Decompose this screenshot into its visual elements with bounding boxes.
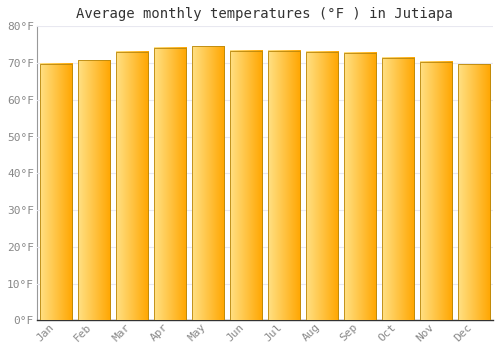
Title: Average monthly temperatures (°F ) in Jutiapa: Average monthly temperatures (°F ) in Ju… bbox=[76, 7, 454, 21]
Bar bbox=[192, 47, 224, 320]
Bar bbox=[458, 64, 490, 320]
Bar bbox=[116, 52, 148, 320]
Bar bbox=[306, 52, 338, 320]
Bar bbox=[40, 64, 72, 320]
Bar bbox=[230, 51, 262, 320]
Bar bbox=[154, 48, 186, 320]
Bar bbox=[344, 53, 376, 320]
Bar bbox=[382, 58, 414, 320]
Bar bbox=[78, 61, 110, 320]
Bar bbox=[420, 62, 452, 320]
Bar bbox=[268, 51, 300, 320]
